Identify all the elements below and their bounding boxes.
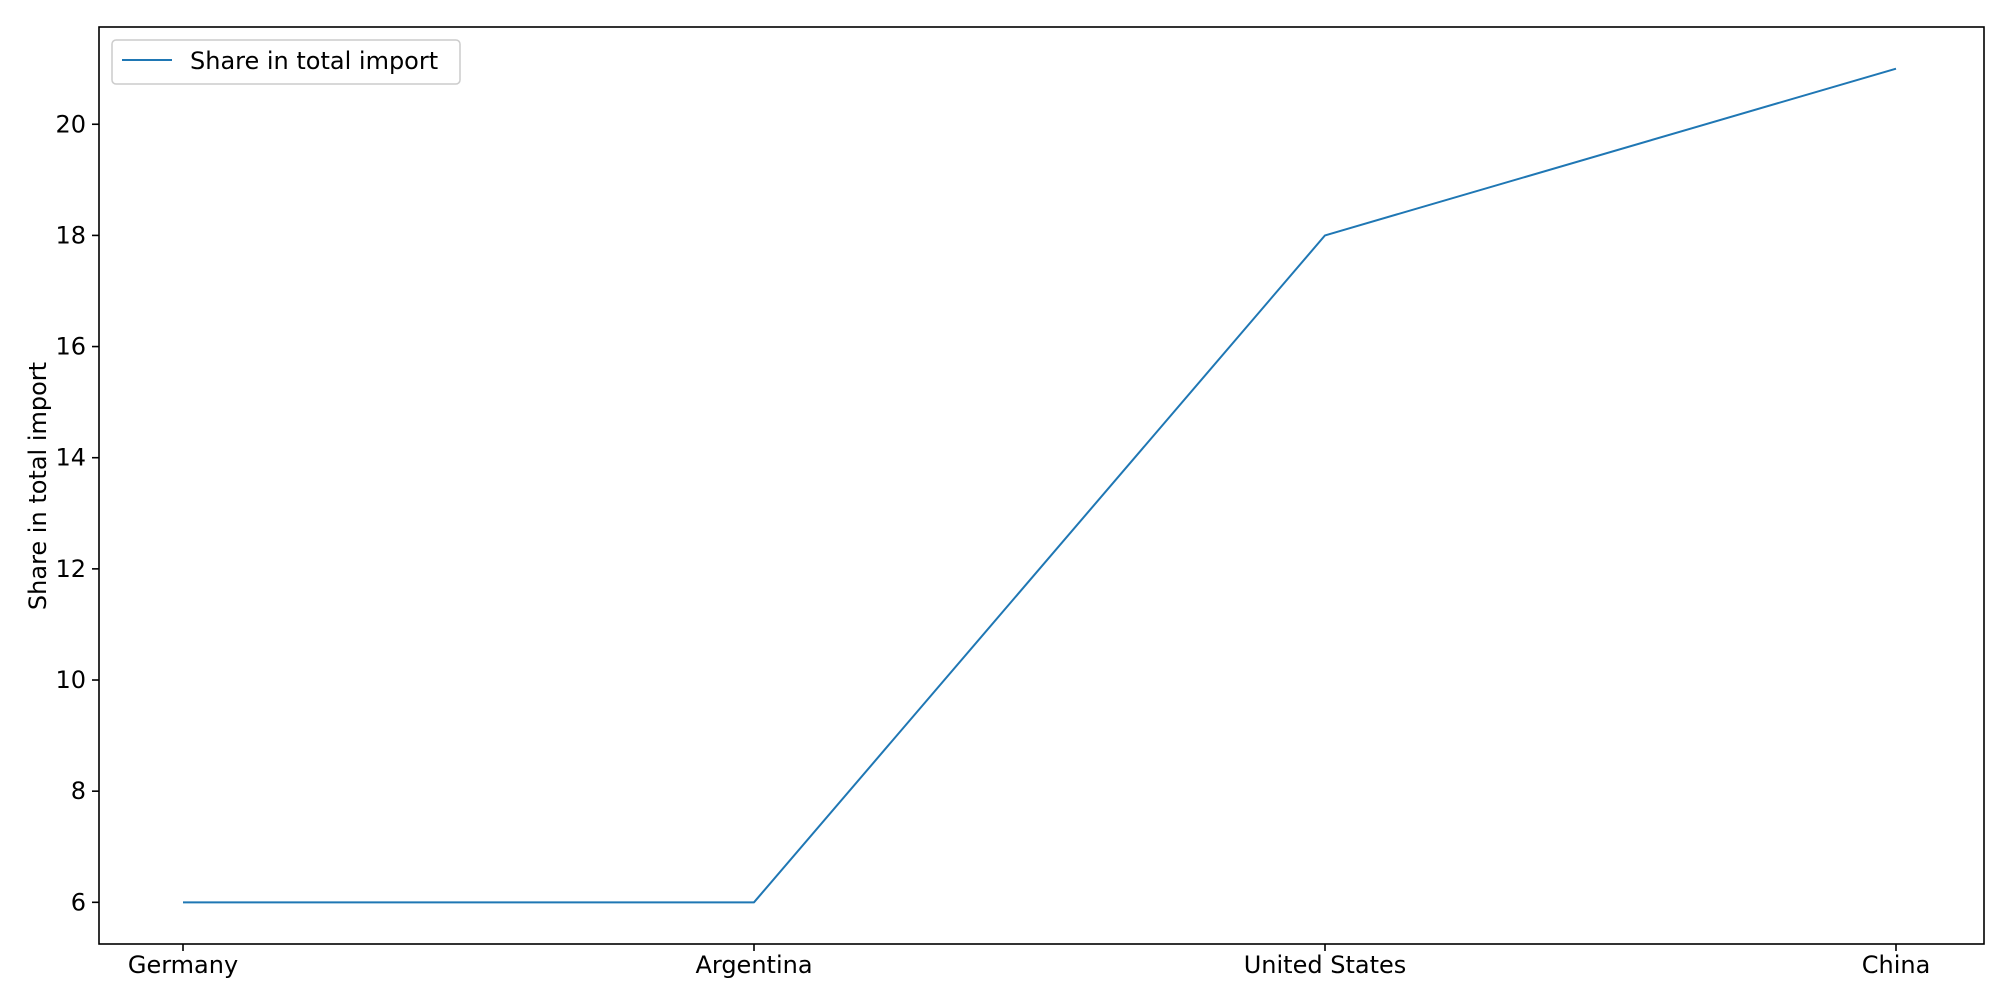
- x-axis-ticks: Germany Argentina United States China: [128, 944, 1930, 979]
- series-line: [183, 67, 1897, 904]
- y-axis-label: Share in total import: [24, 362, 52, 610]
- legend: Share in total import: [111, 39, 461, 85]
- legend-label: Share in total import: [190, 47, 438, 75]
- x-tick-label: Argentina: [695, 951, 812, 979]
- plot-frame: [98, 26, 1985, 945]
- plot-content: [183, 67, 1897, 904]
- y-tick-label: 8: [71, 777, 86, 805]
- y-tick-label: 10: [55, 666, 86, 694]
- y-tick-label: 6: [71, 888, 86, 916]
- y-axis-ticks: 6 8 10 12 14 16 18 20: [55, 110, 99, 916]
- y-tick-label: 12: [55, 555, 86, 583]
- y-tick-label: 20: [55, 110, 86, 138]
- legend-box: [111, 39, 461, 85]
- y-tick-label: 16: [55, 333, 86, 361]
- x-tick-label: Germany: [128, 951, 238, 979]
- y-tick-label: 18: [55, 221, 86, 249]
- x-tick-label: China: [1862, 951, 1931, 979]
- x-tick-label: United States: [1244, 951, 1407, 979]
- y-tick-label: 14: [55, 444, 86, 472]
